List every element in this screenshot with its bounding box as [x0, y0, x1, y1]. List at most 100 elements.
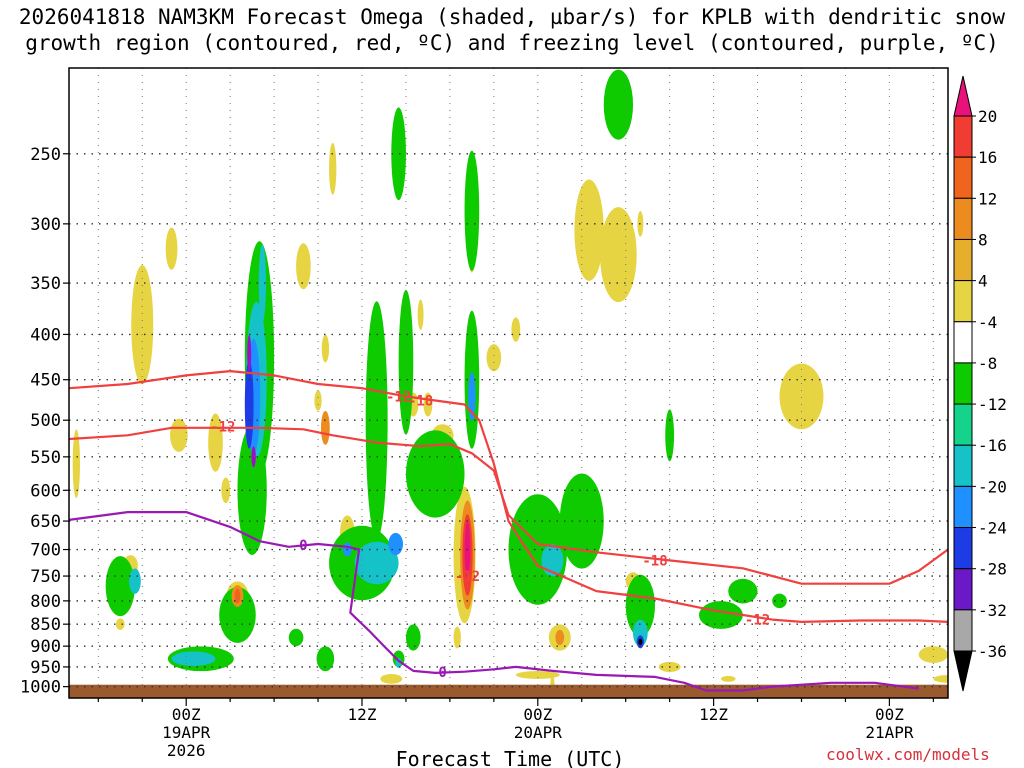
omega-cell [918, 646, 948, 663]
y-tick-label: 800 [30, 592, 61, 612]
omega-cell [234, 588, 241, 604]
omega-cell [314, 390, 322, 411]
y-tick-label: 250 [30, 145, 61, 165]
x-axis-label: Forecast Time (UTC) [396, 747, 625, 768]
plot-frame [68, 67, 949, 699]
omega-cell [171, 651, 216, 666]
colorbar-box [953, 362, 973, 405]
dgz_minus12-contour-label: -12 [210, 419, 235, 435]
omega-cell [559, 473, 604, 569]
dgz_minus18-contour-label: -18 [408, 393, 433, 409]
omega-cell [316, 646, 335, 672]
x-tick-date: 21APR [865, 723, 914, 742]
omega-cell [165, 227, 178, 270]
colorbar-box [953, 321, 973, 364]
omega-cell [515, 670, 560, 679]
omega-cell [405, 430, 465, 518]
y-tick-label: 850 [30, 615, 61, 635]
chart-title-line-2: growth region (contoured, red, ºC) and f… [25, 31, 999, 55]
x-tick-label: 12Z [348, 705, 377, 724]
dgz_minus12-contour-label: -12 [455, 569, 480, 585]
omega-cell [698, 601, 743, 629]
omega-cell [417, 299, 424, 330]
freezing_level-contour-label: 0 [438, 665, 446, 681]
omega-cell [665, 409, 675, 462]
omega-cell [638, 638, 643, 646]
ground-surface [69, 684, 948, 698]
colorbar-box [953, 568, 973, 611]
colorbar-label: 16 [978, 148, 997, 167]
omega-cell [244, 360, 254, 449]
omega-cell [258, 244, 267, 322]
x-tick-year: 2026 [167, 741, 206, 760]
omega-cell [221, 477, 231, 504]
dgz_minus18-contour-line [69, 370, 948, 623]
ground-layer [69, 684, 948, 698]
y-tick-label: 900 [30, 637, 61, 657]
y-tick-label: 950 [30, 658, 61, 678]
colorbar-arrow-top [953, 75, 973, 117]
y-tick-label: 750 [30, 567, 61, 587]
omega-cell [115, 618, 125, 630]
y-tick-label: 300 [30, 215, 61, 235]
omega-cell [772, 593, 787, 609]
colorbar-box [953, 115, 973, 158]
y-tick-label: 650 [30, 512, 61, 532]
omega-cell [354, 541, 399, 585]
omega-cell [129, 568, 141, 594]
colorbar-label: 12 [978, 189, 997, 208]
omega-cell [464, 150, 480, 271]
gridlines [69, 68, 948, 698]
credit-text: coolwx.com/models [826, 745, 990, 764]
colorbar-label: 4 [978, 272, 988, 291]
freezing_level-contour-line [69, 511, 919, 692]
y-tick-label: 500 [30, 411, 61, 431]
omega-cell [933, 674, 948, 683]
colorbar-label: -8 [978, 354, 997, 373]
omega-cell [105, 556, 135, 617]
omega-cell [329, 142, 337, 195]
colorbar-box [953, 609, 973, 652]
y-tick-label: 550 [30, 448, 61, 468]
omega-cell [131, 265, 154, 385]
colorbar-label: -4 [978, 313, 997, 332]
y-tick-label: 1000 [20, 678, 61, 698]
omega-cell [600, 207, 637, 303]
omega-cell [508, 494, 568, 605]
omega-cell [453, 626, 461, 649]
colorbar-box [953, 280, 973, 323]
omega-cell [720, 675, 736, 682]
colorbar-box [953, 238, 973, 282]
x-tick-label: 00Z [172, 705, 201, 724]
colorbar-label: -20 [978, 477, 1007, 496]
omega-cell [486, 344, 502, 372]
omega-cell [391, 107, 406, 201]
y-axis: 2503003504004505005506006507007508008509… [20, 145, 69, 698]
omega-cell [296, 243, 311, 290]
colorbar-label: -16 [978, 436, 1007, 455]
colorbar-label: -32 [978, 601, 1007, 620]
omega-cell [219, 587, 256, 643]
x-tick-label: 00Z [875, 705, 904, 724]
colorbar-label: -28 [978, 560, 1007, 579]
omega-cell [603, 69, 634, 140]
omega-cell [468, 371, 476, 421]
colorbar-label: -24 [978, 519, 1007, 538]
omega-cell [625, 574, 655, 637]
chart-title-line-1: 2026041818 NAM3KM Forecast Omega (shaded… [18, 5, 1006, 29]
omega-cell [511, 317, 521, 342]
omega-cell [288, 628, 304, 647]
omega-cell [380, 673, 403, 684]
y-tick-label: 450 [30, 371, 61, 391]
colorbar-box [953, 444, 973, 487]
omega-cell [405, 624, 421, 651]
omega-cell [779, 363, 824, 430]
colorbar-box [953, 527, 973, 570]
freezing_level-contour-label: 0 [299, 538, 307, 554]
omega-cell [541, 544, 564, 577]
omega-shading-layer [72, 69, 948, 698]
omega-cell [321, 334, 330, 363]
omega-cell [388, 532, 404, 556]
